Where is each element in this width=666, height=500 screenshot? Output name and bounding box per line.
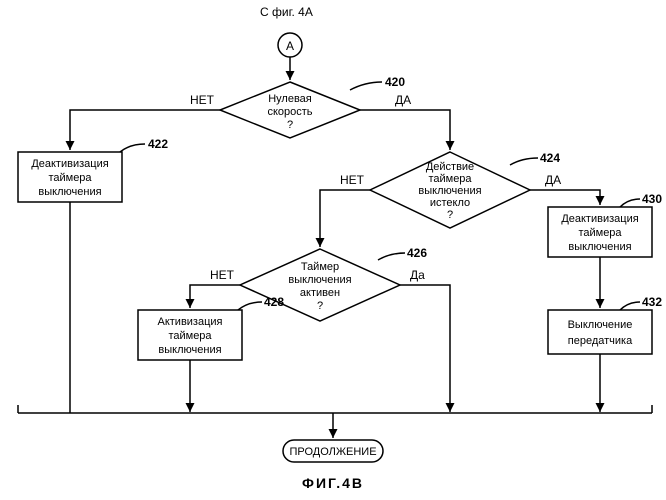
arrow-d424-d426: [320, 190, 370, 247]
b432-l1: Выключение: [568, 319, 633, 331]
arrow-d424-b430: [530, 190, 600, 205]
d424-yes: ДА: [545, 173, 561, 187]
box-432: [548, 310, 652, 354]
leader-420: [350, 82, 382, 90]
leader-426: [378, 253, 405, 260]
arrow-d420-d424: [360, 110, 450, 150]
d424-l5: ?: [447, 209, 453, 221]
ref-422: 422: [148, 137, 168, 151]
d426-l1: Таймер: [301, 261, 339, 273]
arrow-d426-bus: [400, 285, 450, 412]
b422-l2: таймера: [48, 172, 92, 184]
from-label: С фиг. 4А: [260, 5, 313, 19]
d426-no: НЕТ: [210, 268, 235, 282]
ref-430: 430: [642, 192, 662, 206]
continue-label: ПРОДОЛЖЕНИЕ: [289, 446, 376, 458]
b428-l1: Активизация: [157, 316, 222, 328]
ref-420: 420: [385, 75, 405, 89]
ref-426: 426: [407, 246, 427, 260]
leader-424: [510, 158, 538, 165]
d420-l1: Нулевая: [268, 93, 312, 105]
figure-caption: ФИГ.4В: [302, 475, 364, 491]
b422-l1: Деактивизация: [31, 158, 108, 170]
d424-l4: истекло: [430, 197, 470, 209]
leader-430: [620, 199, 640, 207]
ref-428: 428: [264, 295, 284, 309]
d426-l3: активен: [300, 287, 340, 299]
d424-l2: таймера: [428, 173, 472, 185]
ref-424: 424: [540, 151, 560, 165]
d424-l3: выключения: [418, 185, 481, 197]
b430-l2: таймера: [578, 227, 622, 239]
d426-yes: Да: [410, 268, 425, 282]
leader-432: [620, 302, 640, 310]
arrow-d426-b428: [190, 285, 240, 308]
d420-l3: ?: [287, 119, 293, 131]
b430-l3: выключения: [568, 241, 631, 253]
d424-l1: Действие: [426, 161, 474, 173]
d426-l2: выключения: [288, 274, 351, 286]
b428-l3: выключения: [158, 344, 221, 356]
d420-no: НЕТ: [190, 93, 215, 107]
b430-l1: Деактивизация: [561, 213, 638, 225]
b428-l2: таймера: [168, 330, 212, 342]
d420-l2: скорость: [267, 106, 312, 118]
leader-422: [120, 144, 145, 152]
connector-a-label: A: [286, 39, 294, 53]
b422-l3: выключения: [38, 186, 101, 198]
d424-no: НЕТ: [340, 173, 365, 187]
d420-yes: ДА: [395, 93, 411, 107]
d426-l4: ?: [317, 300, 323, 312]
leader-428: [238, 302, 262, 310]
b432-l2: передатчика: [568, 335, 633, 347]
ref-432: 432: [642, 295, 662, 309]
